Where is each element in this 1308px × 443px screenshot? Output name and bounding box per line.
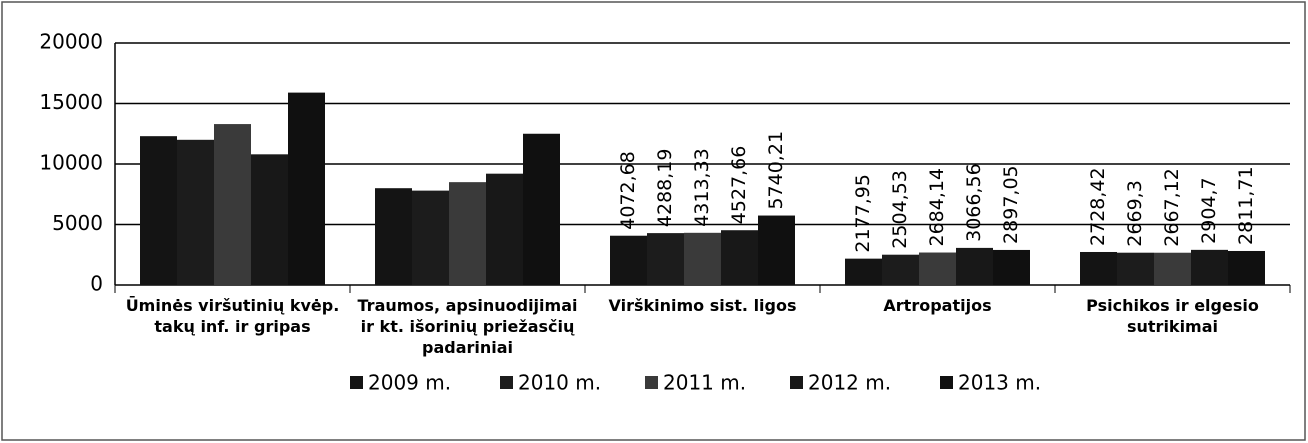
- bar: [177, 139, 214, 285]
- value-label: 3066,56: [963, 163, 985, 242]
- bar: [647, 233, 684, 285]
- bar: [412, 190, 449, 285]
- y-tick-label: 20000: [39, 30, 103, 54]
- value-label: 2177,95: [852, 174, 874, 253]
- value-label: 2904,7: [1198, 177, 1220, 243]
- legend-swatch: [790, 376, 803, 389]
- value-label: 2811,71: [1235, 166, 1257, 245]
- bar: [721, 230, 758, 285]
- x-tick-label: Virškinimo sist. ligos: [608, 296, 797, 315]
- x-label-box: Traumos, apsinuodijimai ir kt. išorinių …: [357, 296, 578, 357]
- bar: [1117, 252, 1154, 285]
- y-tick-label: 5000: [52, 211, 103, 235]
- legend-label: 2012 m.: [808, 371, 891, 395]
- x-tick-label: Traumos, apsinuodijimai ir kt. išorinių …: [357, 296, 578, 357]
- bar: [140, 136, 177, 285]
- bar: [214, 124, 251, 285]
- x-tick-label: Artropatijos: [883, 296, 992, 315]
- y-tick-label: 0: [90, 272, 103, 296]
- value-label: 2897,05: [1000, 165, 1022, 244]
- bar: [449, 182, 486, 285]
- bar: [610, 235, 647, 285]
- bar: [684, 232, 721, 285]
- legend-label: 2011 m.: [663, 371, 746, 395]
- bar: [1228, 250, 1265, 285]
- bar: [375, 188, 412, 285]
- legend-label: 2010 m.: [518, 371, 601, 395]
- value-label: 4527,66: [728, 146, 750, 225]
- bar: [1080, 251, 1117, 285]
- x-label-box: Artropatijos: [883, 296, 992, 315]
- bar: [288, 92, 325, 285]
- value-label: 4288,19: [654, 149, 676, 228]
- value-label: 2667,12: [1161, 168, 1183, 247]
- legend-swatch: [940, 376, 953, 389]
- legend-swatch: [645, 376, 658, 389]
- legend-swatch: [500, 376, 513, 389]
- value-label: 5740,21: [765, 131, 787, 210]
- bar: [919, 252, 956, 285]
- x-tick-label: Ūminės viršutinių kvėp. takų inf. ir gri…: [125, 296, 340, 336]
- legend-swatch: [350, 376, 363, 389]
- x-label-box: Ūminės viršutinių kvėp. takų inf. ir gri…: [125, 296, 340, 336]
- value-label: 4072,68: [617, 151, 639, 230]
- bar: [845, 258, 882, 285]
- bar: [1191, 249, 1228, 285]
- value-label: 4313,33: [691, 148, 713, 227]
- bar: [993, 249, 1030, 285]
- bar: [882, 254, 919, 285]
- legend-label: 2013 m.: [958, 371, 1041, 395]
- bar: [956, 247, 993, 285]
- value-label: 2504,53: [889, 170, 911, 249]
- y-tick-label: 15000: [39, 90, 103, 114]
- bar: [251, 154, 288, 285]
- x-tick-label: Psichikos ir elgesio sutrikimai: [1086, 296, 1259, 336]
- bar: [523, 133, 560, 285]
- bar: [758, 215, 795, 285]
- y-tick-label: 10000: [39, 151, 103, 175]
- legend-label: 2009 m.: [368, 371, 451, 395]
- value-label: 2669,3: [1124, 180, 1146, 246]
- value-label: 2728,42: [1087, 167, 1109, 246]
- x-label-box: Psichikos ir elgesio sutrikimai: [1086, 296, 1259, 336]
- bar: [486, 173, 523, 285]
- bar: [1154, 252, 1191, 285]
- x-label-box: Virškinimo sist. ligos: [608, 296, 797, 315]
- value-label: 2684,14: [926, 168, 948, 247]
